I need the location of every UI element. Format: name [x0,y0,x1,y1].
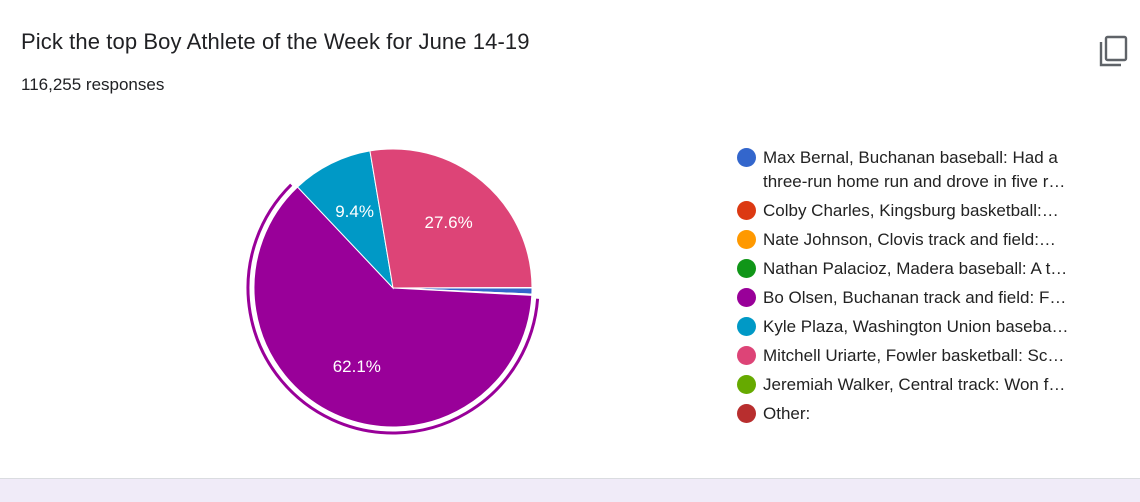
legend-item-bo-olsen[interactable]: Bo Olsen, Buchanan track and field: F… [737,286,1117,310]
legend-label: Jeremiah Walker, Central track: Won f… [763,375,1066,394]
legend-item-jeremiah-walker[interactable]: Jeremiah Walker, Central track: Won f… [737,373,1117,397]
legend-label: Bo Olsen, Buchanan track and field: F… [763,288,1067,307]
pie-data-label: 27.6% [424,213,472,232]
legend-swatch [737,288,756,307]
legend-item-max-bernal[interactable]: Max Bernal, Buchanan baseball: Had a thr… [737,146,1117,194]
legend-item-colby-charles[interactable]: Colby Charles, Kingsburg basketball:… [737,199,1117,223]
pie-chart: 62.1% 9.4% 27.6% [246,148,540,435]
legend-item-kyle-plaza[interactable]: Kyle Plaza, Washington Union baseba… [737,315,1117,339]
legend-swatch [737,259,756,278]
pie-slice-kyle-plaza[interactable] [296,150,394,290]
legend-swatch [737,201,756,220]
legend-swatch [737,317,756,336]
response-count: 116,255 responses [21,75,165,94]
legend-swatch [737,404,756,423]
pie-slice-mitchell-uriarte[interactable] [369,148,533,289]
legend-item-nate-johnson[interactable]: Nate Johnson, Clovis track and field:… [737,228,1117,252]
legend-item-nathan-palacioz[interactable]: Nathan Palacioz, Madera baseball: A t… [737,257,1117,281]
copy-icon [1099,35,1128,67]
legend-swatch [737,230,756,249]
legend-label: Max Bernal, Buchanan baseball: Had a thr… [763,148,1066,191]
pie-data-label: 62.1% [333,357,381,376]
legend-item-other[interactable]: Other: [737,402,1117,426]
legend-item-mitchell-uriarte[interactable]: Mitchell Uriarte, Fowler basketball: Sc… [737,344,1117,368]
legend-label: Kyle Plaza, Washington Union baseba… [763,317,1069,336]
pie-slice-highlight-ring [246,183,540,435]
pie-data-label: 9.4% [335,202,374,221]
legend-label: Nate Johnson, Clovis track and field:… [763,230,1056,249]
legend-label: Other: [763,404,811,423]
legend-swatch [737,148,756,167]
copy-chart-button[interactable] [1094,28,1134,68]
legend-label: Mitchell Uriarte, Fowler basketball: Sc… [763,346,1065,365]
question-card: Pick the top Boy Athlete of the Week for… [0,0,1140,479]
legend-swatch [737,375,756,394]
chart-legend: Max Bernal, Buchanan baseball: Had a thr… [737,146,1117,431]
legend-label: Nathan Palacioz, Madera baseball: A t… [763,259,1068,278]
question-title: Pick the top Boy Athlete of the Week for… [21,29,530,54]
pie-slice-bo-olsen[interactable] [253,186,533,428]
legend-swatch [737,346,756,365]
legend-label: Colby Charles, Kingsburg basketball:… [763,201,1059,220]
